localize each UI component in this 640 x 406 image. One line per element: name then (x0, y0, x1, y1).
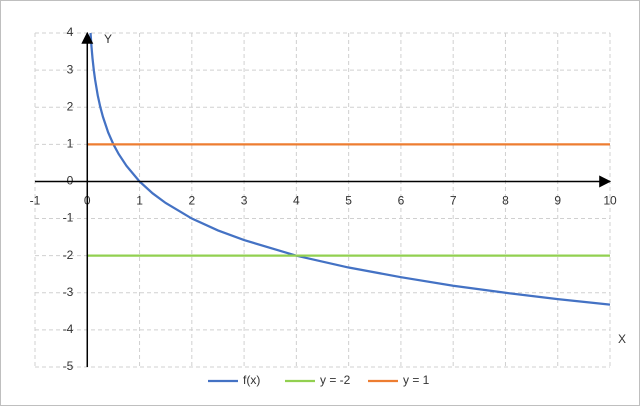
y-tick-label: -5 (63, 359, 74, 373)
y-axis-label: Y (104, 32, 112, 46)
x-tick-label: 10 (603, 194, 617, 208)
x-tick-label: 1 (136, 194, 143, 208)
y-tick-label: 2 (67, 99, 74, 113)
legend-label: y = -2 (320, 373, 351, 387)
x-tick-label: 9 (554, 194, 561, 208)
x-tick-label: 7 (450, 194, 457, 208)
y-tick-label: -4 (63, 322, 74, 336)
x-tick-label: 5 (345, 194, 352, 208)
x-axis-label: X (618, 332, 626, 346)
y-tick-label: 4 (67, 25, 74, 39)
legend-label: y = 1 (403, 373, 430, 387)
x-tick-label: 6 (398, 194, 405, 208)
y-tick-label: -2 (63, 248, 74, 262)
y-tick-label: 3 (67, 62, 74, 76)
x-tick-label: 3 (241, 194, 248, 208)
y-tick-label: 0 (67, 174, 74, 188)
y-tick-label: -1 (63, 211, 74, 225)
x-tick-label: 4 (293, 194, 300, 208)
x-tick-label: -1 (30, 194, 41, 208)
legend-label: f(x) (243, 373, 260, 387)
y-tick-label: -3 (63, 285, 74, 299)
x-tick-label: 8 (502, 194, 509, 208)
x-tick-label: 2 (188, 194, 195, 208)
y-tick-label: 1 (67, 137, 74, 151)
